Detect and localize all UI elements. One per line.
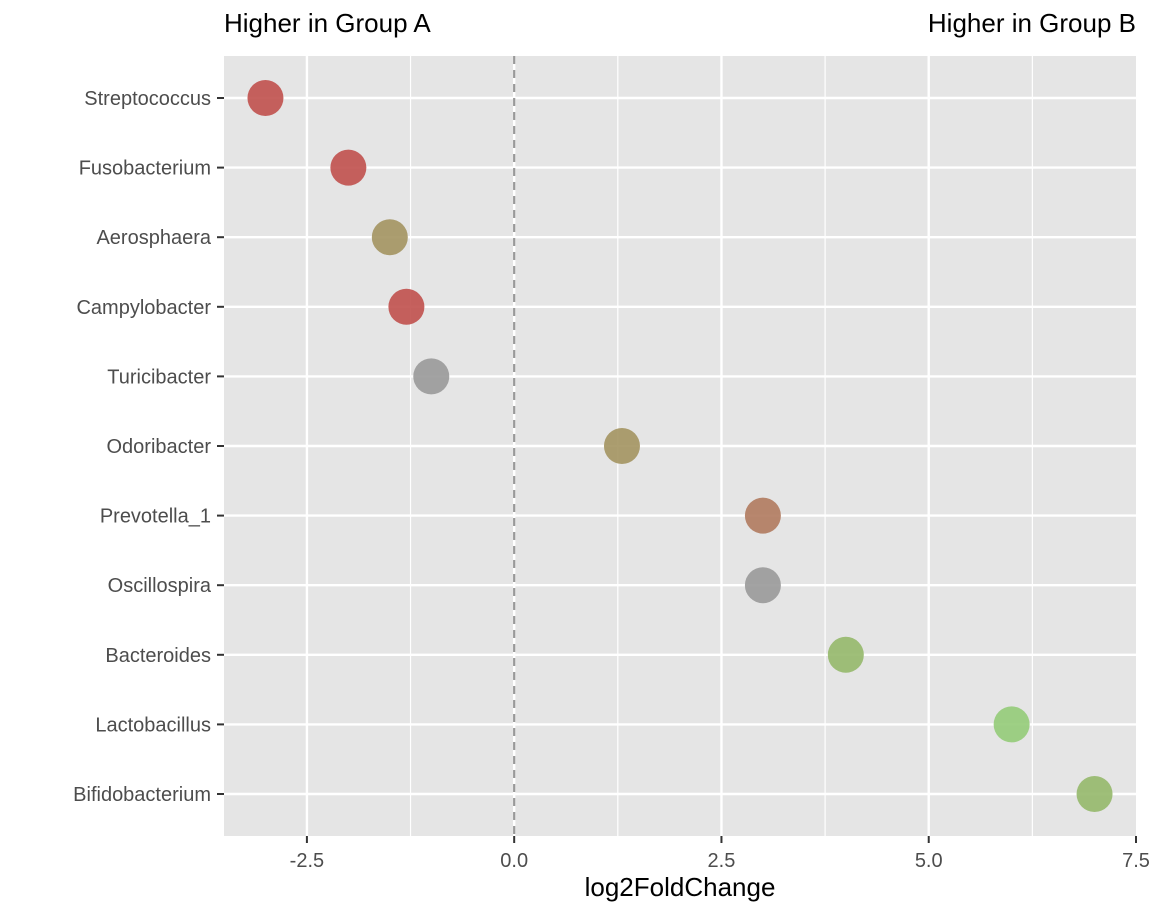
y-tick-label: Lactobacillus — [95, 714, 211, 736]
y-tick-label: Oscillospira — [108, 575, 212, 597]
axes: -2.5 0.0 2.5 5.0 7.5 Streptococcus Fusobacteri… — [73, 88, 1150, 872]
x-tick-label: -2.5 — [290, 850, 324, 872]
y-tick-label: Aerosphaera — [96, 227, 211, 249]
x-tick-label: 2.5 — [708, 850, 736, 872]
y-tick-label: Odoribacter — [107, 436, 212, 458]
data-point — [330, 149, 367, 186]
data-point — [603, 428, 640, 464]
x-tick-label: 0.0 — [500, 850, 528, 872]
data-points — [247, 80, 1113, 812]
data-point — [413, 358, 450, 395]
data-point — [993, 706, 1030, 743]
data-point — [371, 219, 408, 256]
y-tick-label: Streptococcus — [84, 88, 211, 110]
group-b-label: Higher in Group B — [927, 8, 1136, 38]
x-tick-label: 7.5 — [1122, 850, 1150, 872]
data-point — [247, 80, 284, 116]
data-point — [1076, 776, 1113, 812]
y-tick-label: Bacteroides — [105, 645, 211, 667]
y-tick-label: Prevotella_1 — [100, 506, 211, 528]
x-tick-label: 5.0 — [915, 850, 943, 872]
y-tick-label: Fusobacterium — [79, 158, 211, 180]
data-point — [744, 567, 781, 604]
y-tick-label: Bifidobacterium — [73, 784, 211, 806]
y-tick-label: Turicibacter — [107, 366, 211, 388]
y-tick-label: Campylobacter — [76, 297, 211, 319]
data-point — [827, 636, 864, 673]
group-a-label: Higher in Group A — [224, 8, 431, 38]
data-point — [388, 288, 425, 325]
x-axis-title: log2FoldChange — [584, 872, 776, 902]
data-point — [744, 497, 781, 534]
grid-lines — [224, 56, 1136, 836]
